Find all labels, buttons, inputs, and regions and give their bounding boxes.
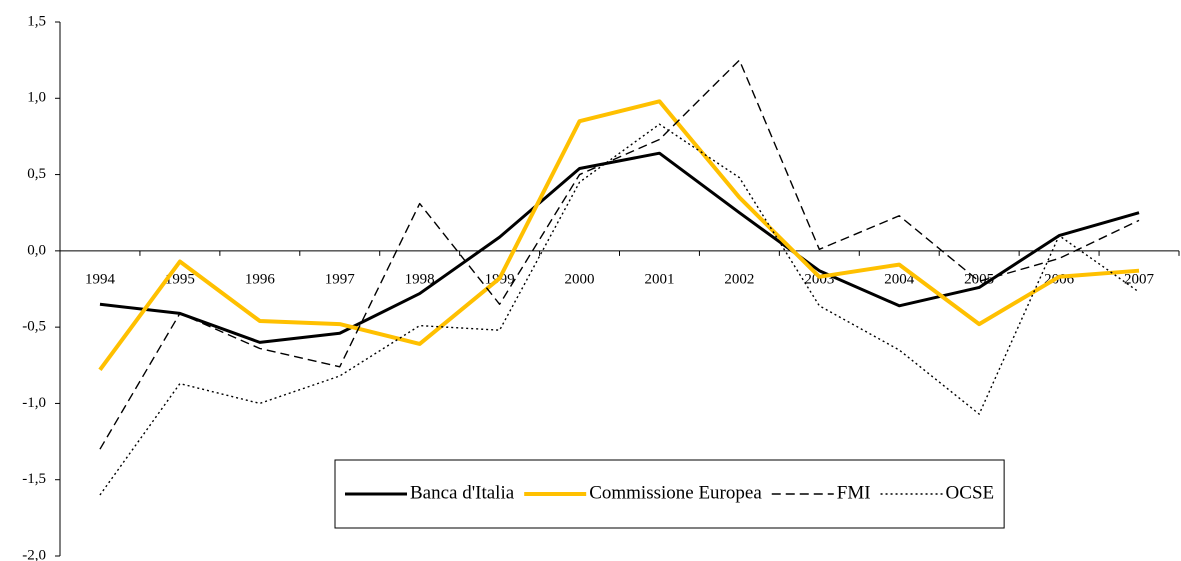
x-tick-label: 1996: [245, 271, 276, 287]
y-tick-label: -1,5: [22, 471, 46, 487]
legend-label: Banca d'Italia: [410, 482, 515, 503]
x-tick-label: 2007: [1124, 271, 1155, 287]
x-tick-label: 2001: [644, 271, 674, 287]
legend-label: FMI: [837, 482, 871, 503]
legend: Banca d'Italia Commissione Europea FMI OCSE: [334, 459, 1005, 529]
x-tick-label: 2004: [884, 271, 915, 287]
y-tick-label: 0,5: [27, 166, 46, 182]
x-tick-label: 1998: [405, 271, 435, 287]
legend-label: OCSE: [946, 482, 995, 503]
series-line: [99, 59, 1140, 450]
x-tick-label: 1994: [85, 271, 116, 287]
x-tick-label: 2000: [565, 271, 595, 287]
y-tick-label: 1,0: [27, 90, 46, 106]
y-tick-label: -1,0: [22, 395, 46, 411]
y-tick-label: 1,5: [27, 13, 46, 29]
legend-box: [334, 459, 1005, 529]
series-line: [99, 123, 1140, 496]
x-tick-label: 1995: [165, 271, 195, 287]
series-line: [99, 151, 1140, 344]
y-tick-label: -2,0: [22, 547, 46, 561]
y-tick-label: -0,5: [22, 319, 46, 335]
y-tick-label: 0,0: [27, 242, 46, 258]
legend-label: Commissione Europea: [589, 482, 762, 503]
x-tick-label: 2002: [724, 271, 754, 287]
series-line: [98, 99, 1140, 372]
x-tick-label: 1997: [325, 271, 356, 287]
